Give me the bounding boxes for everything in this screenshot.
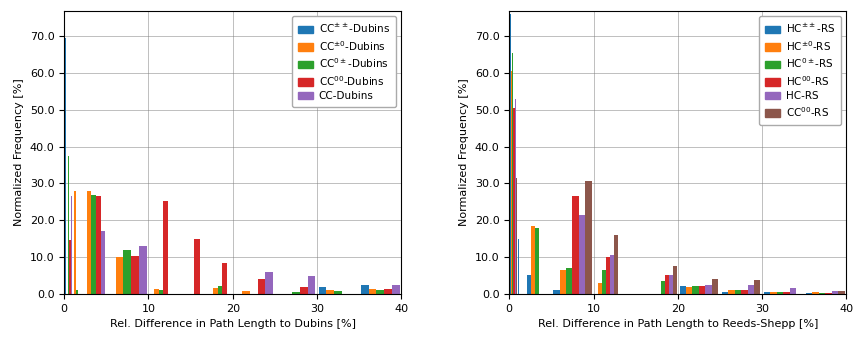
Bar — [319, 287, 327, 294]
Bar — [194, 239, 200, 294]
Bar — [384, 290, 392, 294]
Bar — [573, 196, 579, 294]
Bar — [512, 53, 514, 294]
Bar — [242, 291, 250, 294]
Bar — [832, 291, 838, 294]
Bar — [163, 201, 168, 294]
Bar — [74, 191, 76, 294]
Bar — [770, 292, 776, 294]
Bar — [806, 293, 812, 294]
Bar — [257, 279, 265, 294]
Bar — [159, 290, 163, 294]
Bar — [673, 266, 677, 294]
Bar — [531, 226, 535, 294]
Bar — [218, 286, 222, 294]
Bar — [728, 290, 734, 294]
Bar — [559, 270, 566, 294]
Bar — [101, 231, 105, 294]
Bar — [754, 280, 760, 294]
Bar — [614, 235, 618, 294]
Bar — [511, 71, 512, 294]
Bar — [213, 288, 218, 294]
X-axis label: Rel. Difference in Path Length to Reeds-Shepp [%]: Rel. Difference in Path Length to Reeds-… — [538, 319, 818, 329]
Bar — [602, 270, 606, 294]
Legend: CC$^{\pm\pm}$-Dubins, CC$^{\pm 0}$-Dubins, CC$^{0\pm}$-Dubins, CC$^{00}$-Dubins,: CC$^{\pm\pm}$-Dubins, CC$^{\pm 0}$-Dubin… — [292, 16, 396, 107]
Bar — [712, 279, 718, 294]
Bar — [566, 268, 573, 294]
Bar — [154, 290, 159, 294]
Bar — [812, 292, 819, 294]
Y-axis label: Normalized Frequency [%]: Normalized Frequency [%] — [459, 78, 469, 226]
Bar — [606, 257, 610, 294]
Bar — [783, 292, 790, 294]
Bar — [825, 293, 832, 294]
Bar — [693, 286, 699, 294]
Bar — [376, 290, 384, 294]
Bar — [292, 292, 300, 294]
Bar — [665, 275, 669, 294]
Bar — [139, 246, 147, 294]
Bar — [838, 291, 845, 294]
Bar — [131, 256, 139, 294]
Bar — [369, 290, 376, 294]
Bar — [535, 228, 539, 294]
Bar — [579, 215, 586, 294]
Legend: HC$^{\pm\pm}$-RS, HC$^{\pm 0}$-RS, HC$^{0\pm}$-RS, HC$^{00}$-RS, HC-RS, CC$^{00}: HC$^{\pm\pm}$-RS, HC$^{\pm 0}$-RS, HC$^{… — [758, 16, 841, 125]
Bar — [76, 290, 78, 294]
Bar — [308, 276, 315, 294]
Bar — [819, 293, 825, 294]
Bar — [265, 272, 274, 294]
Bar — [69, 240, 71, 294]
Bar — [514, 108, 515, 294]
Bar — [776, 292, 783, 294]
Bar — [699, 286, 705, 294]
Bar — [661, 281, 665, 294]
Bar — [515, 99, 516, 294]
Bar — [392, 285, 399, 294]
Bar — [222, 263, 227, 294]
Bar — [516, 178, 517, 294]
Bar — [334, 291, 342, 294]
Bar — [610, 255, 614, 294]
Bar — [747, 285, 754, 294]
Bar — [741, 290, 747, 294]
Bar — [734, 290, 741, 294]
Bar — [96, 196, 101, 294]
Bar — [300, 287, 308, 294]
Bar — [361, 285, 369, 294]
Bar — [598, 283, 602, 294]
Bar — [123, 250, 131, 294]
Bar — [586, 181, 592, 294]
Y-axis label: Normalized Frequency [%]: Normalized Frequency [%] — [14, 78, 24, 226]
Bar — [64, 38, 66, 294]
Bar — [86, 191, 91, 294]
Bar — [680, 286, 686, 294]
Bar — [764, 292, 770, 294]
Bar — [71, 196, 72, 294]
Bar — [327, 290, 334, 294]
Bar — [518, 239, 519, 294]
Bar — [68, 156, 69, 294]
Bar — [686, 287, 693, 294]
X-axis label: Rel. Difference in Path Length to Dubins [%]: Rel. Difference in Path Length to Dubins… — [109, 319, 356, 329]
Bar — [669, 275, 673, 294]
Bar — [115, 257, 123, 294]
Bar — [528, 275, 531, 294]
Bar — [722, 292, 728, 294]
Bar — [705, 285, 712, 294]
Bar — [91, 194, 96, 294]
Bar — [553, 290, 559, 294]
Bar — [790, 288, 796, 294]
Bar — [510, 14, 511, 294]
